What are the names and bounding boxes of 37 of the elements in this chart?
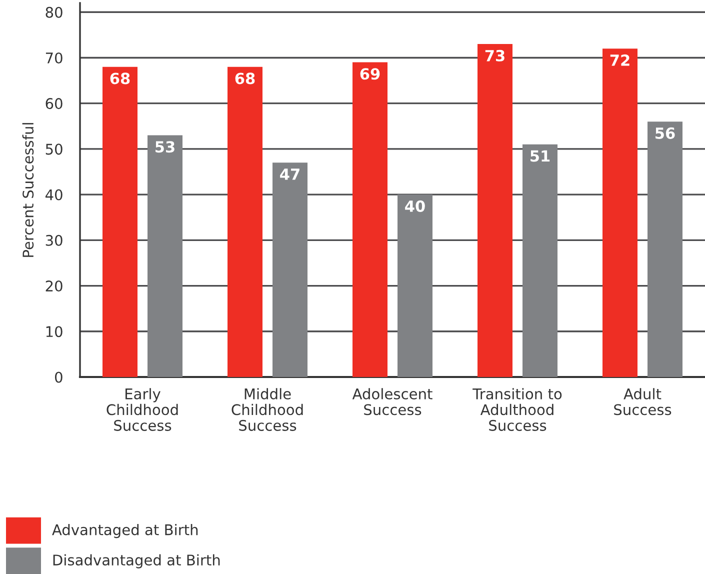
y-tick-label: 50 (46, 144, 62, 155)
bar (148, 135, 182, 377)
y-tick-label: 20 (46, 280, 62, 292)
data-label: 56 (656, 127, 675, 139)
y-tick-label: 0 (55, 372, 62, 383)
y-tick-label: 70 (46, 52, 62, 64)
y-tick-label: 10 (46, 326, 62, 338)
bar (602, 48, 638, 377)
y-axis-title: Percent Successful (22, 123, 34, 257)
x-tick-label: Early Childhood Success (106, 388, 178, 431)
x-tick-label: Transition to Adulthood Success (472, 388, 562, 431)
data-label: 69 (360, 68, 380, 80)
y-tick-label: 40 (45, 189, 62, 200)
bar (522, 144, 558, 377)
data-label: 68 (235, 72, 255, 84)
data-label: 73 (485, 50, 504, 62)
data-label: 53 (156, 141, 174, 153)
bar (228, 66, 262, 377)
legend-label: Disadvantaged at Birth (53, 554, 220, 568)
x-tick-label: Adult Success (614, 388, 672, 416)
data-label: 72 (610, 54, 630, 66)
legend-label: Advantaged at Birth (52, 524, 198, 538)
y-tick-label: 30 (46, 234, 62, 246)
y-tick-label: 60 (46, 98, 62, 110)
bar (398, 194, 432, 377)
data-label: 47 (280, 168, 300, 180)
data-label: 51 (530, 150, 550, 162)
y-tick-label: 80 (46, 6, 62, 18)
bar (352, 62, 388, 377)
data-label: 68 (110, 72, 130, 84)
x-tick-label: Middle Childhood Success (232, 388, 303, 431)
bar (102, 66, 138, 377)
bar (272, 162, 308, 377)
data-label: 40 (405, 200, 425, 212)
bar (648, 122, 682, 377)
x-tick-label: Adolescent Success (352, 388, 432, 416)
bar (478, 44, 512, 377)
